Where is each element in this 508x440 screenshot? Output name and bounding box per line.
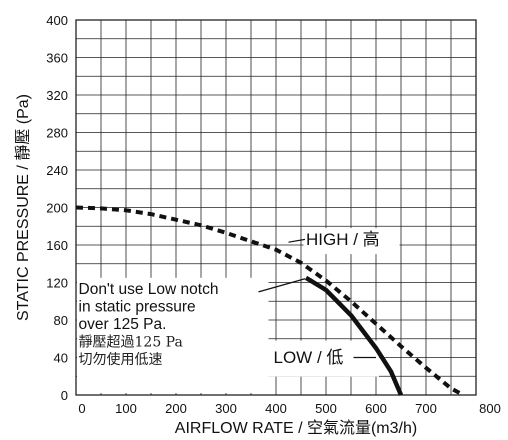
y-tick-label: 400 [46, 13, 68, 28]
x-tick-label: 600 [365, 401, 387, 416]
x-tick-label: 300 [215, 401, 237, 416]
series-label-low: LOW / 低 [274, 348, 344, 367]
y-tick-label: 320 [46, 88, 68, 103]
x-tick-label: 800 [479, 401, 501, 416]
note-line: Don't use Low notch [79, 281, 219, 298]
high-leader-line [288, 238, 306, 243]
x-tick-label: 500 [315, 401, 337, 416]
y-tick-label: 40 [54, 351, 68, 366]
high-label-background [303, 228, 400, 255]
x-tick-label: 400 [265, 401, 287, 416]
note-cjk-line: 切勿使用低速 [79, 351, 163, 368]
y-tick-label: 280 [46, 126, 68, 141]
series-lines [75, 205, 465, 397]
note-leader-line [258, 278, 306, 293]
x-axis-title: AIRFLOW RATE / 空氣流量(m3/h) [175, 419, 417, 437]
low-label-background [251, 340, 379, 377]
note-line: in static pressure [79, 298, 196, 315]
y-tick-label: 160 [46, 238, 68, 253]
y-tick-label: 200 [46, 201, 68, 216]
y-tick-label: 360 [46, 51, 68, 66]
series-line-low [304, 275, 404, 396]
note-line: over 125 Pa. [79, 316, 167, 333]
x-tick-label: 200 [165, 401, 187, 416]
minor-grid [75, 19, 477, 396]
x-tick-label: 700 [415, 401, 437, 416]
note-background [77, 277, 269, 393]
x-tick-label: 100 [115, 401, 137, 416]
y-tick-label: 240 [46, 163, 68, 178]
x-tick-label: 0 [78, 401, 85, 416]
tick-labels: 0 100 200 300 400 500 600 700 800 0 40 80 120 160 200 2… [46, 13, 501, 416]
note-cjk-line: 靜壓超過125 Pa [79, 334, 183, 350]
series-line-high [75, 205, 465, 397]
y-tick-label: 120 [46, 276, 68, 291]
series-label-high: HIGH / 高 [306, 230, 380, 249]
y-axis-title: STATIC PRESSURE / 靜壓 (Pa) [14, 94, 32, 321]
y-tick-label: 0 [61, 388, 68, 403]
y-tick-label: 80 [54, 313, 68, 328]
